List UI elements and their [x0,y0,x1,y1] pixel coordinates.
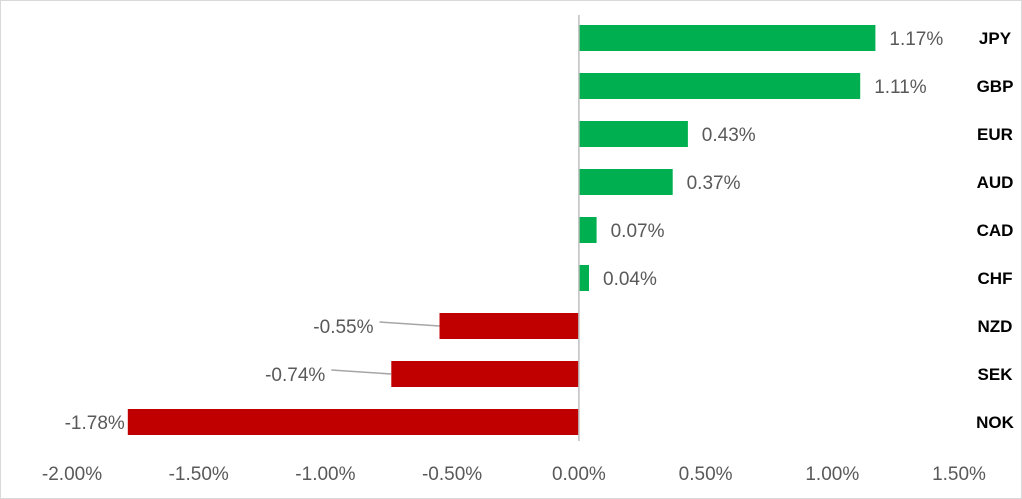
bar-gbp [578,73,861,99]
bar-cad [578,217,597,243]
x-tick-label: -2.00% [42,464,102,485]
bar-nzd [439,313,579,339]
category-label-jpy: JPY [979,29,1012,48]
data-label-sek: -0.74% [265,365,325,386]
leader-line-nzd [379,321,440,327]
leader-layer [331,321,440,375]
x-axis-tick-labels: -2.00% -1.50% -1.00% -0.50% 0.00% 0.50% 1.00% 1… [42,464,986,485]
x-tick-label: -1.50% [169,464,229,485]
leader-line-sek [331,369,392,375]
data-label-chf: 0.04% [603,269,657,290]
category-label-gbp: GBP [977,77,1014,96]
bar-aud [578,169,673,195]
bar-sek [391,361,579,387]
x-tick-label: -1.00% [295,464,355,485]
bars-layer [127,25,876,435]
category-label-nok: NOK [976,413,1015,432]
data-label-nzd: -0.55% [313,317,373,338]
category-label-nzd: NZD [978,317,1013,336]
bar-eur [578,121,688,147]
data-label-eur: 0.43% [702,125,756,146]
x-tick-label: -0.50% [422,464,482,485]
category-label-eur: EUR [977,125,1013,144]
category-label-chf: CHF [978,269,1013,288]
bar-nok [127,409,579,435]
category-label-cad: CAD [977,221,1014,240]
data-label-jpy: 1.17% [889,29,943,50]
labels-layer: 1.17% JPY 1.11% GBP 0.43% EUR 0.37% AUD 0.07% CAD… [65,29,1015,434]
data-label-nok: -1.78% [65,413,125,434]
x-tick-label: 1.00% [805,464,859,485]
bar-jpy [578,25,876,51]
x-tick-label: 0.00% [552,464,606,485]
x-tick-label: 0.50% [679,464,733,485]
x-tick-label: 1.50% [932,464,986,485]
data-label-gbp: 1.11% [874,77,927,98]
data-label-aud: 0.37% [687,173,741,194]
bar-chf [578,265,589,291]
category-label-sek: SEK [978,365,1014,384]
category-label-aud: AUD [977,173,1014,192]
data-label-cad: 0.07% [611,221,665,242]
